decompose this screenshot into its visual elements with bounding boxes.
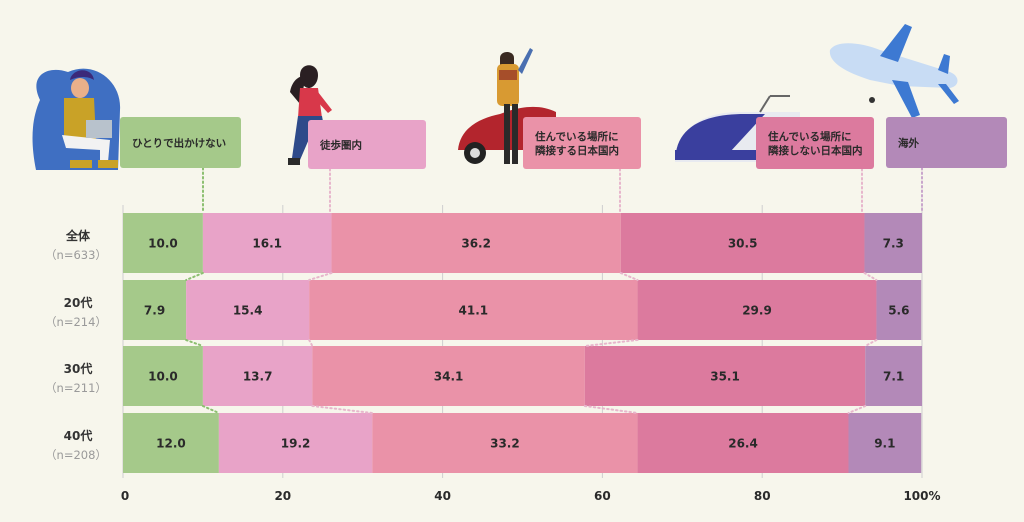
bar-segment	[331, 213, 621, 273]
legend-label: 徒歩圏内	[319, 139, 362, 152]
bar-segment	[372, 413, 638, 473]
bar-segment	[876, 280, 922, 340]
row-label: 20代	[64, 295, 93, 310]
bar-segment	[864, 213, 922, 273]
x-tick-label: 80	[754, 489, 771, 503]
data-label: 13.7	[243, 370, 273, 384]
connectors-layer	[185, 272, 878, 414]
connector-line	[619, 272, 639, 281]
data-label: 16.1	[252, 237, 282, 251]
bar-segment	[202, 346, 313, 406]
legend-box	[120, 117, 241, 168]
data-label: 34.1	[434, 370, 464, 384]
x-axis: 0 20 40 60 80 100%	[121, 489, 941, 503]
connector-line	[308, 272, 333, 281]
connector-line	[863, 272, 878, 281]
data-label: 41.1	[459, 304, 489, 318]
bar-segment	[848, 413, 922, 473]
bar-segment	[218, 413, 373, 473]
connector-line	[185, 339, 204, 347]
x-tick-label: 60	[594, 489, 611, 503]
row-sample-size: （n=211）	[45, 381, 107, 395]
bar-segment	[637, 413, 849, 473]
legend-box	[756, 117, 874, 169]
labels-layer: 10.0 16.1 36.2 30.5 7.3 全体 （n=633） 7.9 15.4 41.1 2…	[45, 228, 909, 462]
data-label: 29.9	[742, 304, 772, 318]
bar-segment	[123, 346, 203, 406]
data-label: 5.6	[888, 304, 909, 318]
row-label: 全体	[65, 228, 91, 243]
data-label: 7.3	[883, 237, 904, 251]
bar-segment	[865, 346, 922, 406]
airplane-icon	[829, 24, 959, 118]
x-tick-label: 0	[121, 489, 129, 503]
bar-segment	[123, 280, 187, 340]
data-label: 30.5	[728, 237, 758, 251]
row-sample-size: （n=633）	[45, 248, 107, 262]
bar-segment	[637, 280, 877, 340]
bar-segment	[620, 213, 865, 273]
legend-label: 隣接する日本国内	[535, 144, 619, 157]
row-sample-size: （n=208）	[45, 448, 107, 462]
bar-segment	[309, 280, 638, 340]
row-label: 40代	[64, 428, 93, 443]
legend-label: 海外	[898, 137, 919, 150]
data-label: 19.2	[281, 437, 311, 451]
legend-label: 住んでいる場所に	[535, 130, 618, 143]
bar-segment	[123, 213, 203, 273]
connector-line	[847, 405, 867, 414]
data-label: 35.1	[710, 370, 740, 384]
x-tick-label: 40	[434, 489, 451, 503]
bar-segment	[186, 280, 310, 340]
row-label: 30代	[64, 361, 93, 376]
connector-line	[583, 405, 639, 414]
x-tick-label: 20	[274, 489, 291, 503]
legend-label: 隣接しない日本国内	[768, 144, 863, 157]
connector-line	[311, 405, 374, 414]
row-sample-size: （n=214）	[45, 315, 107, 329]
connector-line	[864, 339, 878, 347]
legend-label: ひとりで出かけない	[132, 137, 226, 150]
connector-line	[185, 272, 204, 281]
x-tick-label: 100%	[903, 489, 940, 503]
bar-segment	[584, 346, 866, 406]
legend-box	[308, 120, 426, 169]
legend-label: 住んでいる場所に	[768, 130, 851, 143]
bar-segment	[123, 413, 219, 473]
data-label: 10.0	[148, 370, 178, 384]
connector-line	[583, 339, 639, 347]
legend-box	[523, 117, 641, 169]
person-with-laptop-icon	[32, 68, 121, 170]
data-label: 36.2	[461, 237, 491, 251]
data-label: 7.9	[144, 304, 165, 318]
data-label: 10.0	[148, 237, 178, 251]
connector-line	[201, 405, 220, 414]
data-label: 12.0	[156, 437, 186, 451]
category-boxes: ひとりで出かけない 徒歩圏内住んでいる場所に隣接する日本国内住んでいる場所に隣接し…	[120, 117, 1007, 214]
legend-box	[886, 117, 1007, 168]
data-label: 15.4	[233, 304, 263, 318]
data-label: 9.1	[874, 437, 895, 451]
bar-segment	[312, 346, 585, 406]
data-label: 33.2	[490, 437, 520, 451]
data-label: 7.1	[883, 370, 904, 384]
bars-layer	[123, 213, 922, 473]
bar-segment	[202, 213, 332, 273]
connector-line	[308, 339, 314, 347]
data-label: 26.4	[728, 437, 758, 451]
